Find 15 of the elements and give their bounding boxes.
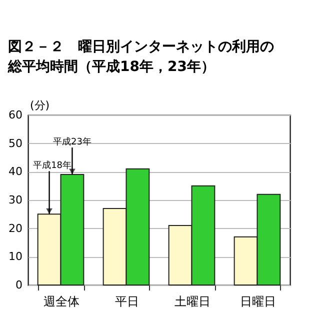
- y-axis-title: (分): [30, 99, 50, 112]
- y-tick-label: 60: [8, 108, 22, 122]
- y-tick-label: 10: [8, 250, 22, 264]
- text: 平成23年: [52, 136, 92, 148]
- y-tick-label: 0: [16, 278, 22, 292]
- x-tick-label: 平日: [114, 294, 139, 308]
- text: 平成18年: [33, 160, 72, 172]
- x-tick-label: 週全体: [43, 294, 80, 308]
- y-tick-label: 40: [8, 165, 22, 178]
- y-tick-label: 50: [8, 136, 22, 150]
- y-tick-label: 30: [8, 194, 22, 206]
- x-tick-label: 土曜日: [174, 294, 210, 308]
- chart-title: 図２－２ 曜日別インターネットの利用の総平均時間（平成18年，23年）: [7, 39, 274, 75]
- x-tick-label: 日曜日: [240, 294, 276, 308]
- y-tick-label: 20: [8, 222, 22, 235]
